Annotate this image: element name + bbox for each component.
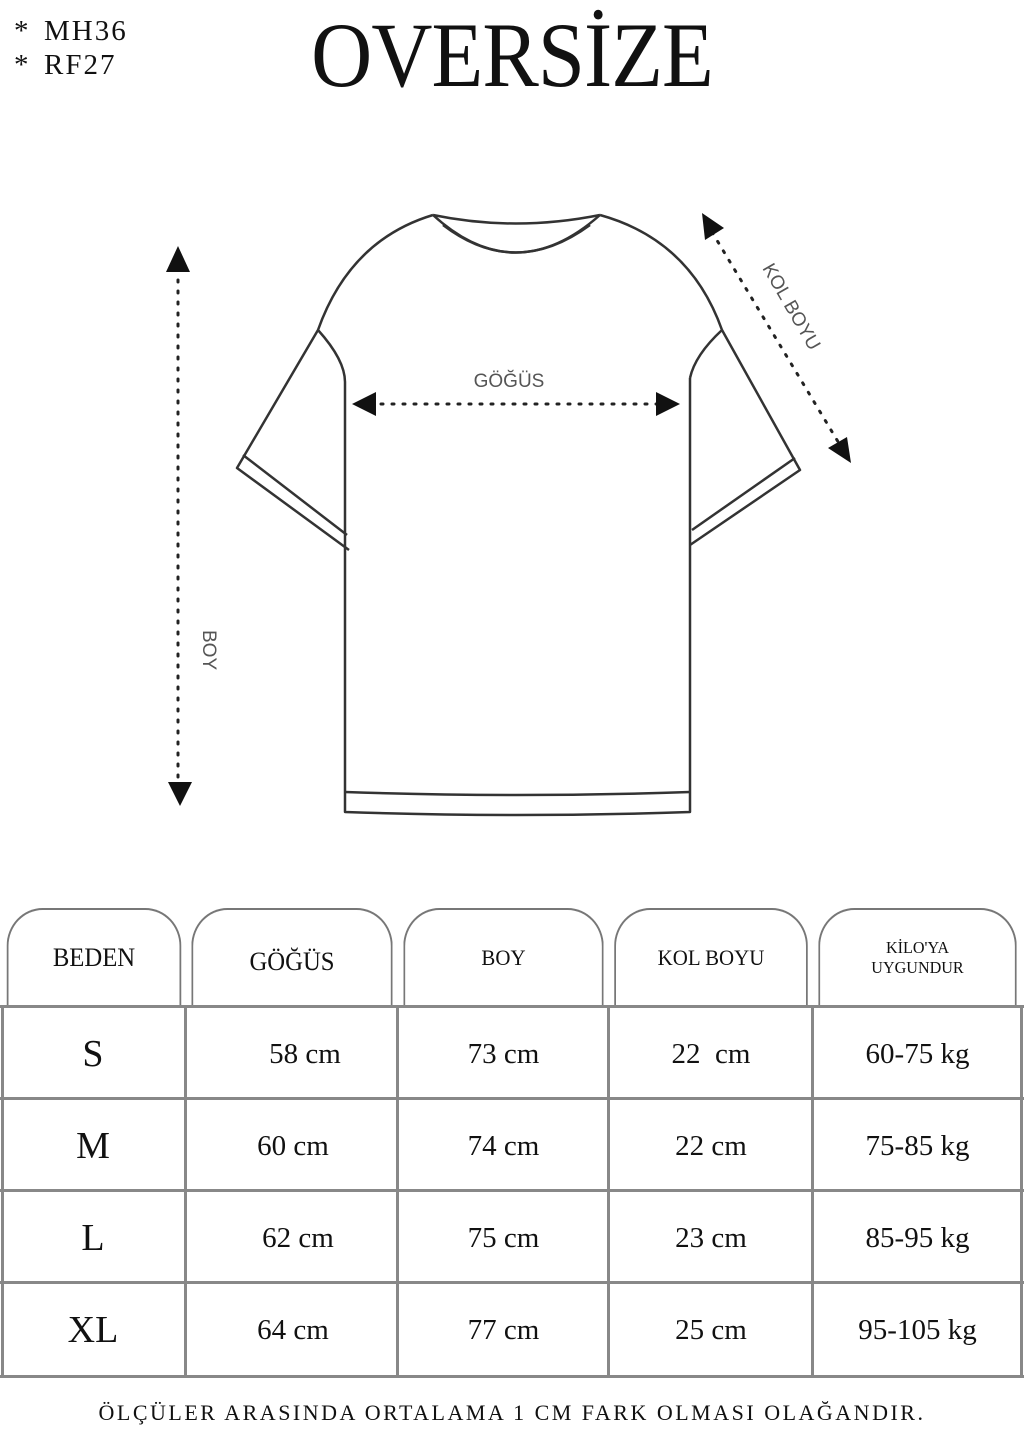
page-title: OVERSİZE xyxy=(311,4,714,106)
sleeve-measure-arrow xyxy=(702,213,851,463)
size-cell: XL xyxy=(67,1309,119,1351)
sleeve-label: KOL BOYU xyxy=(758,260,824,354)
sleeve-cell: 23 cm xyxy=(675,1221,747,1254)
size-cell: M xyxy=(76,1125,110,1167)
length-cell: 75 cm xyxy=(467,1221,540,1254)
table-row: S 58 cm 73 cm 22 cm 60-75 kg xyxy=(0,1005,1024,1100)
footer-note: ÖLÇÜLER ARASINDA ORTALAMA 1 CM FARK OLMA… xyxy=(98,1400,926,1425)
header-chest: GÖĞÜS xyxy=(191,908,393,1005)
length-label: BOY xyxy=(198,630,219,670)
product-codes: * MH36 * RF27 xyxy=(14,14,128,82)
weight-cell: 85-95 kg xyxy=(865,1221,970,1254)
length-measure-arrow xyxy=(166,246,192,806)
chest-measure-arrow xyxy=(352,392,680,416)
header-weight: KİLO'YA UYGUNDUR xyxy=(818,908,1017,1005)
weight-cell: 95-105 kg xyxy=(858,1313,977,1346)
weight-cell: 75-85 kg xyxy=(865,1129,970,1162)
table-row: M 60 cm 74 cm 22 cm 75-85 kg xyxy=(0,1097,1024,1192)
table-row: XL 64 cm 77 cm 25 cm 95-105 kg xyxy=(0,1281,1024,1376)
column-divider xyxy=(607,1005,610,1377)
sleeve-cell: 25 cm xyxy=(675,1313,747,1346)
table-bottom-border xyxy=(0,1375,1024,1378)
tshirt-outline xyxy=(235,213,802,817)
weight-cell: 60-75 kg xyxy=(865,1037,970,1070)
chest-cell: 64 cm xyxy=(257,1313,329,1346)
column-divider xyxy=(811,1005,814,1377)
header-sleeve: KOL BOYU xyxy=(614,908,808,1005)
header-length: BOY xyxy=(403,908,604,1005)
length-cell: 74 cm xyxy=(467,1129,540,1162)
column-divider xyxy=(396,1005,399,1377)
product-code: * RF27 xyxy=(14,49,117,81)
product-code: * MH36 xyxy=(14,15,128,47)
size-cell: S xyxy=(82,1033,104,1075)
chest-cell: 58 cm xyxy=(269,1037,341,1070)
column-divider xyxy=(184,1005,187,1377)
length-cell: 77 cm xyxy=(467,1313,540,1346)
length-cell: 73 cm xyxy=(467,1037,540,1070)
table-row: L 62 cm 75 cm 23 cm 85-95 kg xyxy=(0,1189,1024,1284)
chest-label: GÖĞÜS xyxy=(474,370,545,392)
column-divider xyxy=(1,1005,4,1377)
chest-cell: 60 cm xyxy=(257,1129,329,1162)
chest-cell: 62 cm xyxy=(262,1221,334,1254)
column-divider xyxy=(1020,1005,1023,1377)
sleeve-cell: 22 cm xyxy=(671,1037,751,1070)
size-table: BEDEN GÖĞÜS BOY KOL BOYU KİLO'YA UYGUNDU… xyxy=(0,908,1024,1378)
tshirt-diagram: GÖĞÜS KOL BOYU BOY xyxy=(166,213,851,817)
size-cell: L xyxy=(81,1217,105,1259)
header-size: BEDEN xyxy=(6,908,182,1005)
sleeve-cell: 22 cm xyxy=(675,1129,747,1162)
